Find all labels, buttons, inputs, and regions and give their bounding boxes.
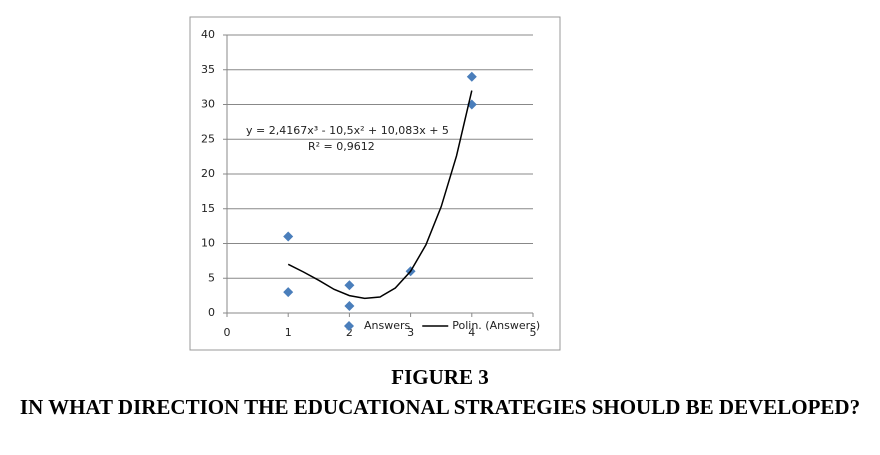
chart-frame [189,16,561,351]
figure-caption: IN WHAT DIRECTION THE EDUCATIONAL STRATE… [19,395,861,419]
y-tick-label: 40 [201,28,215,41]
r-squared: R² = 0,9612 [308,140,375,153]
point [344,301,355,312]
x-tick-label: 3 [407,326,414,339]
x-tick-label: 1 [285,326,292,339]
point [283,231,294,242]
x-tick-label: 4 [468,326,475,339]
y-tick-label: 35 [201,63,215,76]
x-tick-label: 2 [346,326,353,339]
legend-label: Polin. (Answers) [452,319,540,332]
x-tick-label: 5 [530,326,537,339]
point [344,280,355,291]
point [283,287,294,298]
legend-swatch [344,321,354,331]
y-tick-label: 10 [201,237,215,250]
x-tick-label: 0 [224,326,231,339]
y-tick-label: 0 [208,306,215,319]
figure-label: FIGURE 3 [391,365,489,389]
trendline [287,90,473,300]
y-tick-label: 15 [201,202,215,215]
y-tick-label: 30 [201,98,215,111]
y-tick-label: 5 [208,271,215,284]
y-tick-label: 20 [201,167,215,180]
point [466,71,477,82]
legend-label: Answers [364,319,411,332]
y-tick-label: 25 [201,132,215,145]
equation: y = 2,4167x³ - 10,5x² + 10,083x + 5 [246,124,449,137]
chart: y = 2,4167x³ - 10,5x² + 10,083x + 5 R² =… [189,16,561,351]
